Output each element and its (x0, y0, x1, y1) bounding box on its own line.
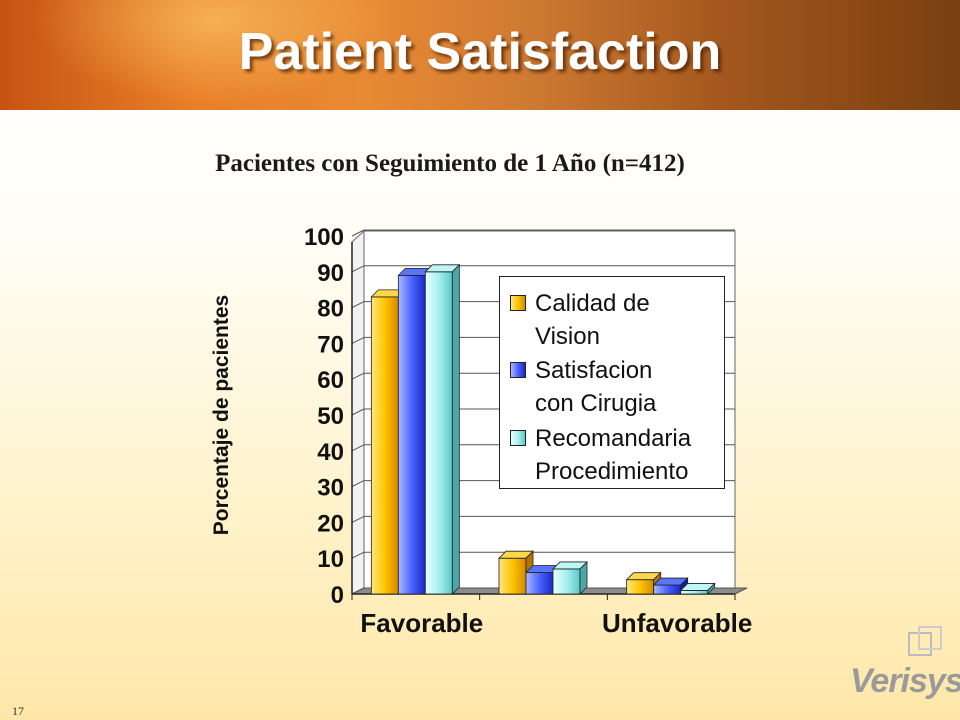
legend-swatch-blue (510, 362, 526, 378)
verisyse-logo: Verisyse (850, 662, 960, 700)
bar (653, 584, 682, 595)
gridline-side (351, 551, 365, 559)
y-tick-label: 60 (317, 367, 344, 394)
chart-subtitle: Pacientes con Seguimiento de 1 Añо (n=41… (215, 150, 685, 177)
bar (680, 590, 709, 595)
bar-side (451, 263, 460, 595)
page-number: 17 (12, 704, 24, 718)
legend-label-recomandaria: Recomandaria Procedimiento (535, 425, 692, 485)
slide-title: Patient Satisfaction (238, 23, 722, 81)
bar (498, 557, 527, 595)
legend-item-satisfacion: Satisfacion con Cirugia (510, 354, 656, 420)
y-tick-label: 90 (317, 260, 344, 287)
gridline-side (351, 229, 365, 237)
gridline-side (351, 480, 365, 488)
gridline-side (351, 372, 365, 380)
gridline-side (351, 265, 365, 273)
legend-label-calidad: Calidad de Vision (535, 290, 650, 350)
chart-legend: Calidad de Vision Satisfacion con Cirugi… (499, 276, 725, 489)
y-tick-label: 10 (317, 546, 344, 573)
gridline-side (351, 515, 365, 523)
x-category-label: Unfavorable (602, 608, 752, 638)
legend-item-calidad: Calidad de Vision (510, 287, 650, 353)
legend-swatch-yellow (510, 295, 526, 311)
gridline-side (351, 301, 365, 309)
bar (552, 568, 581, 595)
logo-mark-icon (908, 626, 942, 656)
legend-label-satisfacion: Satisfacion con Cirugia (535, 357, 657, 417)
bar (370, 296, 399, 595)
bar (397, 274, 426, 595)
y-tick-label: 30 (317, 475, 344, 502)
bar-side (579, 560, 588, 595)
y-tick-label: 40 (317, 439, 344, 466)
bar-side (707, 582, 716, 595)
legend-item-recomandaria: Recomandaria Procedimiento (510, 422, 691, 488)
x-category-label: Favorable (360, 608, 483, 638)
bar (626, 579, 655, 595)
gridline-side (351, 444, 365, 452)
y-tick-label: 0 (331, 582, 344, 609)
y-tick-label: 20 (317, 510, 344, 537)
bar (424, 271, 453, 595)
y-tick-label: 100 (304, 224, 344, 251)
title-banner: Patient Satisfaction (0, 0, 960, 110)
gridline-side (351, 336, 365, 344)
y-tick-label: 50 (317, 403, 344, 430)
legend-swatch-cyan (510, 430, 526, 446)
gridline-side (351, 408, 365, 416)
y-tick-label: 80 (317, 296, 344, 323)
bar (525, 572, 554, 595)
y-tick-label: 70 (317, 331, 344, 358)
